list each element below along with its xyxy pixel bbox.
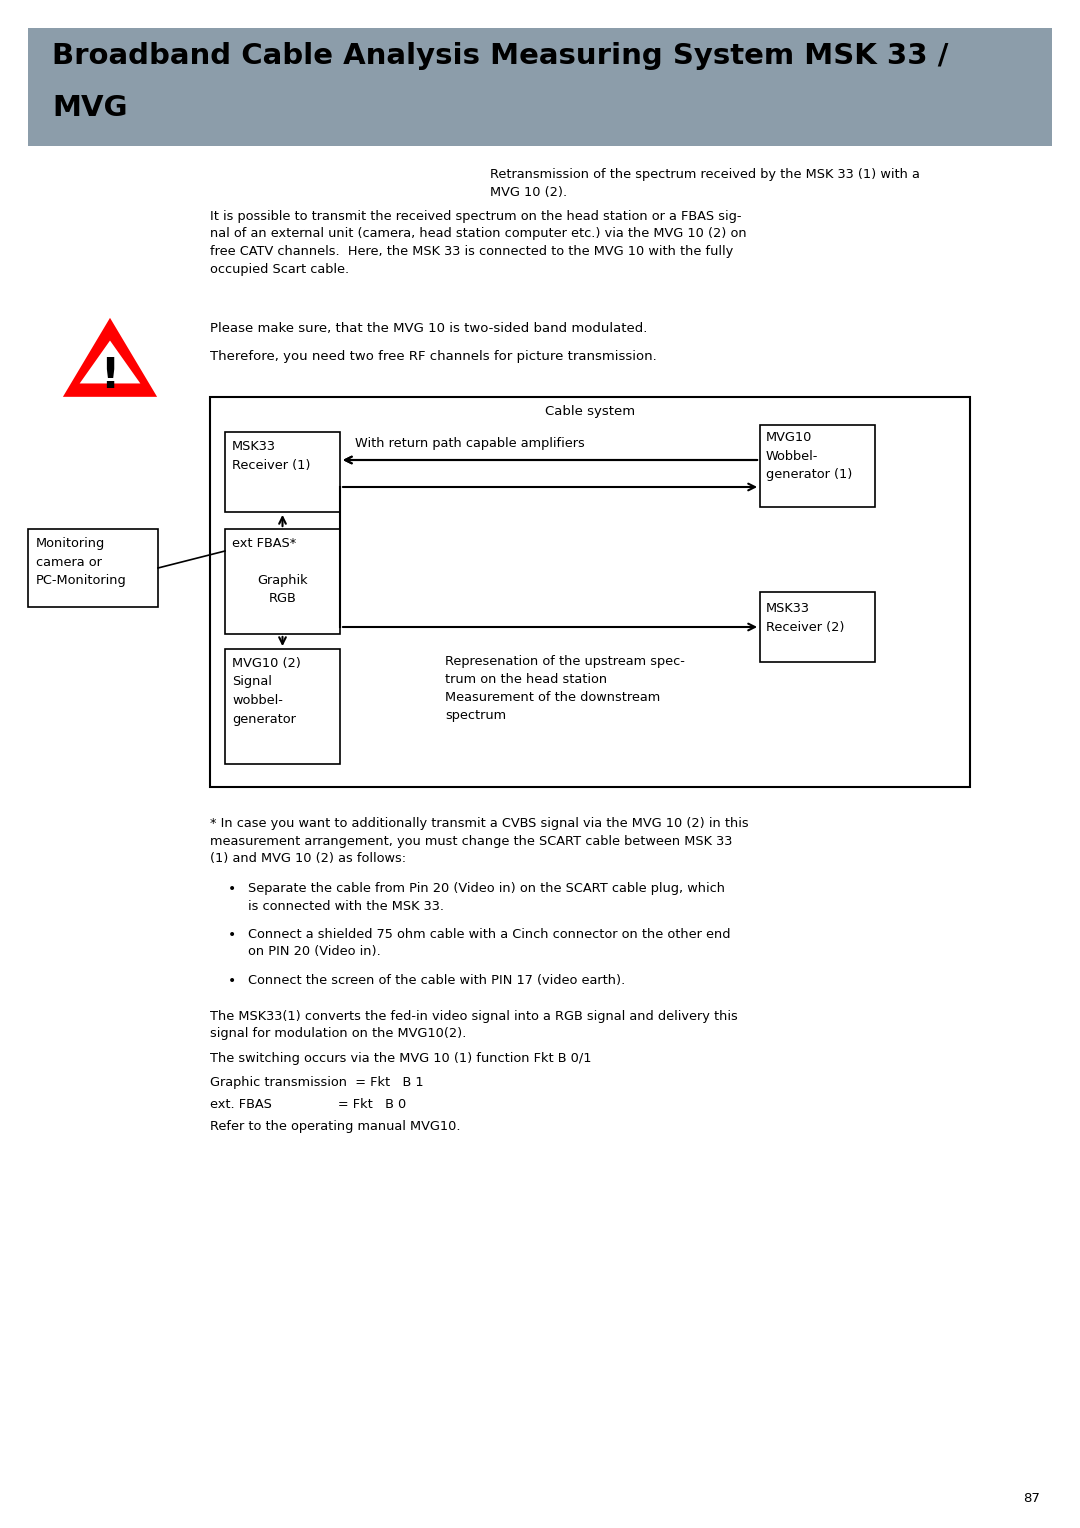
Text: ext. FBAS                = Fkt   B 0: ext. FBAS = Fkt B 0 <box>210 1099 406 1111</box>
Text: * In case you want to additionally transmit a CVBS signal via the MVG 10 (2) in : * In case you want to additionally trans… <box>210 817 748 865</box>
Text: Please make sure, that the MVG 10 is two-sided band modulated.: Please make sure, that the MVG 10 is two… <box>210 322 647 335</box>
Polygon shape <box>66 321 154 396</box>
Text: The switching occurs via the MVG 10 (1) function Fkt B 0/1: The switching occurs via the MVG 10 (1) … <box>210 1051 592 1065</box>
Text: Therefore, you need two free RF channels for picture transmission.: Therefore, you need two free RF channels… <box>210 350 657 364</box>
Text: !: ! <box>100 354 120 397</box>
Text: It is possible to transmit the received spectrum on the head station or a FBAS s: It is possible to transmit the received … <box>210 209 746 275</box>
Text: Graphik
RGB: Graphik RGB <box>257 575 308 605</box>
Text: ext FBAS*: ext FBAS* <box>232 536 296 550</box>
Text: The MSK33(1) converts the fed-in video signal into a RGB signal and delivery thi: The MSK33(1) converts the fed-in video s… <box>210 1010 738 1041</box>
Text: Connect the screen of the cable with PIN 17 (video earth).: Connect the screen of the cable with PIN… <box>248 973 625 987</box>
Text: •: • <box>228 927 237 941</box>
Text: Retransmission of the spectrum received by the MSK 33 (1) with a
MVG 10 (2).: Retransmission of the spectrum received … <box>490 168 920 199</box>
Text: Broadband Cable Analysis Measuring System MSK 33 /: Broadband Cable Analysis Measuring Syste… <box>52 41 948 70</box>
Bar <box>28 529 158 607</box>
Text: MVG10
Wobbel-
generator (1): MVG10 Wobbel- generator (1) <box>766 431 852 481</box>
Text: MSK33
Receiver (2): MSK33 Receiver (2) <box>766 602 845 634</box>
Text: Refer to the operating manual MVG10.: Refer to the operating manual MVG10. <box>210 1120 460 1132</box>
Bar <box>210 397 970 787</box>
Bar <box>225 432 340 512</box>
Text: MSK33
Receiver (1): MSK33 Receiver (1) <box>232 440 311 472</box>
Bar <box>225 649 340 764</box>
Text: With return path capable amplifiers: With return path capable amplifiers <box>355 437 584 451</box>
Polygon shape <box>80 341 140 384</box>
Text: •: • <box>228 882 237 895</box>
Text: Separate the cable from Pin 20 (Video in) on the SCART cable plug, which
is conn: Separate the cable from Pin 20 (Video in… <box>248 882 725 912</box>
Text: Monitoring
camera or
PC-Monitoring: Monitoring camera or PC-Monitoring <box>36 536 126 587</box>
Text: MVG: MVG <box>52 95 127 122</box>
Text: Graphic transmission  = Fkt   B 1: Graphic transmission = Fkt B 1 <box>210 1076 423 1089</box>
Text: •: • <box>228 973 237 989</box>
Text: Connect a shielded 75 ohm cable with a Cinch connector on the other end
on PIN 2: Connect a shielded 75 ohm cable with a C… <box>248 927 730 958</box>
Bar <box>760 591 875 662</box>
Bar <box>225 529 340 634</box>
Text: Cable system: Cable system <box>545 405 635 419</box>
Bar <box>760 425 875 507</box>
Text: MVG10 (2)
Signal
wobbel-
generator: MVG10 (2) Signal wobbel- generator <box>232 657 301 726</box>
Text: 87: 87 <box>1023 1491 1040 1505</box>
Text: Represenation of the upstream spec-
trum on the head station
Measurement of the : Represenation of the upstream spec- trum… <box>445 656 685 723</box>
Bar <box>28 28 1052 147</box>
